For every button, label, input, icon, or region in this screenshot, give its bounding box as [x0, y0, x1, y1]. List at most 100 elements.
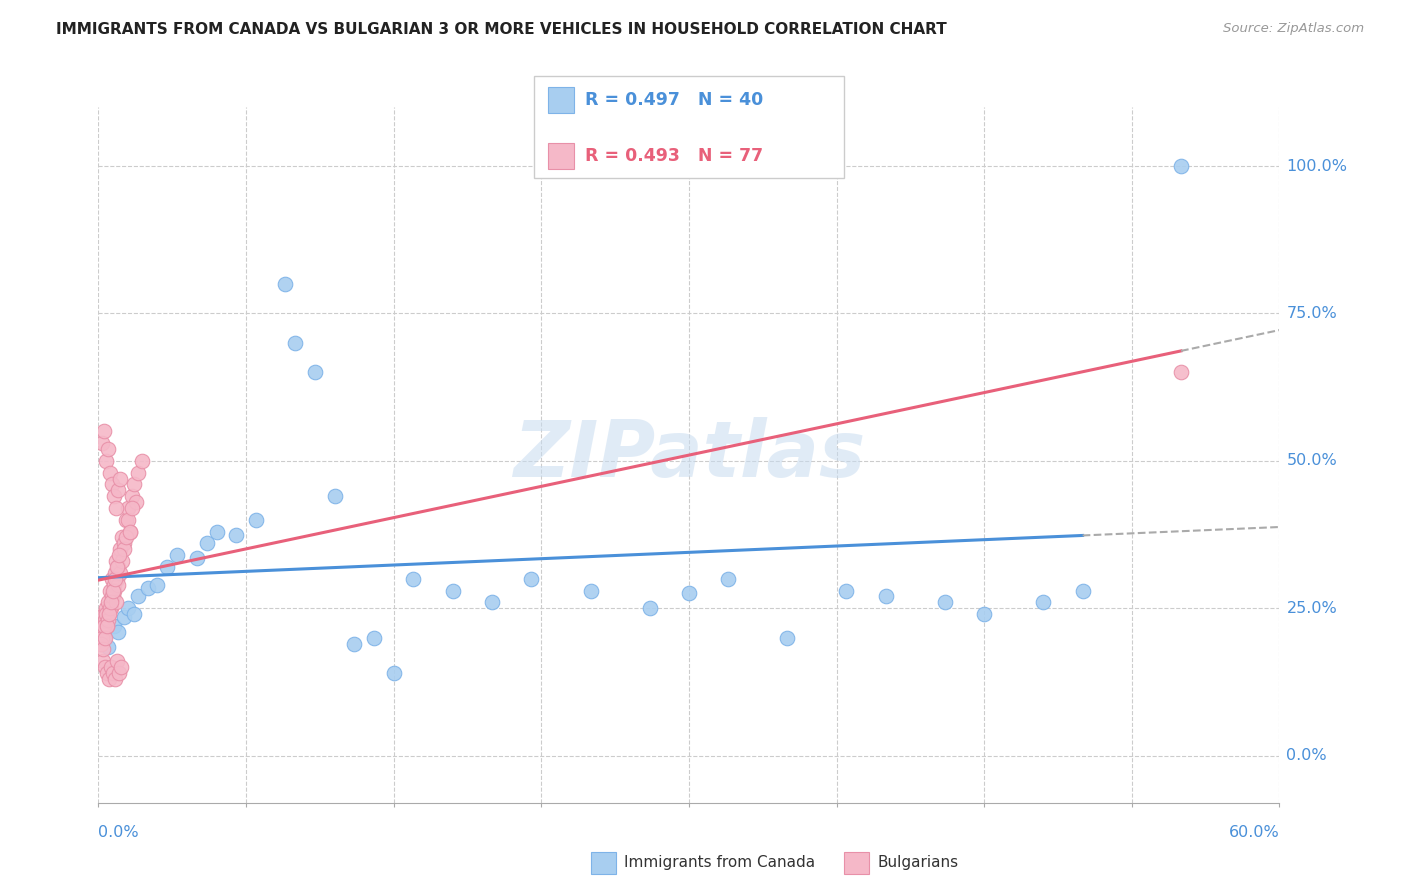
Point — [103, 583, 125, 598]
Point — [103, 577, 125, 591]
Point — [104, 566, 127, 580]
Point — [1071, 583, 1094, 598]
Point — [97, 640, 120, 654]
Point — [166, 548, 188, 562]
Point — [121, 489, 143, 503]
Text: 25.0%: 25.0% — [1286, 600, 1337, 615]
Point — [382, 666, 405, 681]
Point — [115, 531, 138, 545]
Text: R = 0.493   N = 77: R = 0.493 N = 77 — [585, 147, 763, 165]
Point — [103, 583, 124, 598]
Point — [104, 572, 127, 586]
Text: 0.0%: 0.0% — [98, 825, 139, 840]
Point — [284, 335, 307, 350]
Point — [93, 624, 115, 639]
Point — [343, 637, 366, 651]
Point — [520, 572, 543, 586]
Point — [107, 483, 129, 498]
Point — [93, 619, 115, 633]
Point — [481, 595, 503, 609]
Point — [103, 619, 125, 633]
Point — [103, 590, 124, 604]
Point — [1170, 159, 1192, 173]
Point — [103, 489, 125, 503]
Point — [111, 531, 134, 545]
Point — [108, 548, 131, 562]
Point — [105, 654, 128, 668]
Point — [245, 513, 267, 527]
Point — [108, 471, 131, 485]
Point — [186, 551, 208, 566]
Point — [91, 619, 114, 633]
Point — [111, 554, 134, 568]
Point — [108, 542, 131, 557]
Text: ZIPatlas: ZIPatlas — [513, 417, 865, 493]
Point — [274, 277, 297, 291]
Point — [93, 631, 115, 645]
Point — [108, 666, 131, 681]
Point — [146, 577, 169, 591]
Point — [112, 536, 135, 550]
Point — [91, 631, 114, 645]
Point — [115, 513, 138, 527]
Point — [104, 672, 127, 686]
Point — [118, 524, 141, 539]
Point — [973, 607, 995, 621]
Point — [323, 489, 346, 503]
Point — [91, 436, 114, 450]
Point — [96, 619, 118, 633]
Point — [96, 607, 118, 621]
Text: Source: ZipAtlas.com: Source: ZipAtlas.com — [1223, 22, 1364, 36]
Point — [107, 577, 129, 591]
Point — [127, 466, 149, 480]
Point — [105, 572, 128, 586]
Point — [105, 554, 128, 568]
Point — [96, 454, 118, 468]
Point — [363, 631, 385, 645]
Point — [1032, 595, 1054, 609]
Point — [98, 601, 121, 615]
Point — [121, 500, 143, 515]
Point — [127, 590, 149, 604]
Text: 60.0%: 60.0% — [1229, 825, 1279, 840]
Point — [117, 601, 139, 615]
Point — [98, 672, 121, 686]
Point — [101, 590, 124, 604]
Point — [118, 524, 141, 539]
Point — [934, 595, 956, 609]
Point — [638, 601, 661, 615]
Point — [875, 590, 897, 604]
Point — [105, 595, 128, 609]
Point — [98, 466, 121, 480]
Point — [90, 637, 112, 651]
Point — [94, 613, 117, 627]
Text: 100.0%: 100.0% — [1286, 159, 1347, 174]
Point — [98, 607, 121, 621]
Text: Bulgarians: Bulgarians — [877, 855, 959, 870]
Point — [110, 660, 132, 674]
Point — [96, 601, 118, 615]
Point — [125, 495, 148, 509]
Point — [89, 631, 111, 645]
Point — [96, 619, 118, 633]
Point — [93, 642, 115, 657]
Text: 75.0%: 75.0% — [1286, 306, 1337, 321]
Point — [195, 536, 218, 550]
Point — [105, 500, 128, 515]
Point — [100, 595, 122, 609]
Point — [94, 631, 117, 645]
Point — [100, 660, 122, 674]
Point — [112, 542, 135, 557]
Point — [122, 477, 145, 491]
Text: IMMIGRANTS FROM CANADA VS BULGARIAN 3 OR MORE VEHICLES IN HOUSEHOLD CORRELATION : IMMIGRANTS FROM CANADA VS BULGARIAN 3 OR… — [56, 22, 948, 37]
Point — [678, 586, 700, 600]
Point — [402, 572, 425, 586]
Point — [105, 560, 128, 574]
Text: Immigrants from Canada: Immigrants from Canada — [624, 855, 815, 870]
Point — [122, 607, 145, 621]
Point — [717, 572, 740, 586]
Point — [117, 513, 139, 527]
Point — [441, 583, 464, 598]
Point — [205, 524, 228, 539]
Point — [96, 666, 118, 681]
